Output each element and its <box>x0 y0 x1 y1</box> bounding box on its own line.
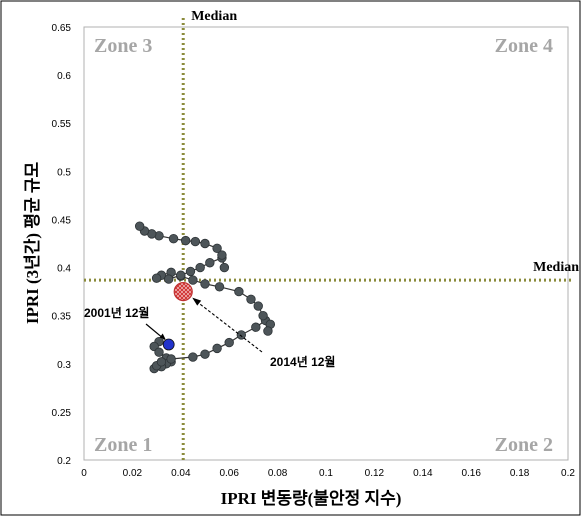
y-axis-label: IPRI (3년간) 평균 규모 <box>23 161 42 324</box>
y-tick-labels: 0.2 0.25 0.3 0.35 0.4 0.45 0.5 0.55 0.6 0.65 <box>52 23 72 467</box>
data-point <box>185 266 196 277</box>
highlight-end-arrowhead <box>192 297 202 306</box>
data-point <box>263 326 273 336</box>
zone-labels: Zone 3 Zone 4 Zone 1 Zone 2 <box>94 35 553 456</box>
data-point <box>188 275 198 285</box>
data-point <box>195 262 205 273</box>
highlight-end-arrow <box>193 299 263 353</box>
data-point <box>214 282 225 292</box>
data-point <box>188 352 198 362</box>
x-tick-label: 0.14 <box>413 468 433 479</box>
y-tick-label: 0.55 <box>52 119 72 130</box>
data-point <box>217 250 227 260</box>
data-point <box>200 238 210 249</box>
highlight-start-arrowhead <box>159 333 166 340</box>
y-tick-label: 0.45 <box>52 215 72 226</box>
highlight-end-label: 2014년 12월 <box>270 354 335 369</box>
zone-label: Zone 4 <box>495 35 553 57</box>
data-point <box>154 347 164 357</box>
x-tick-label: 0.12 <box>365 468 385 479</box>
zone-label: Zone 1 <box>94 434 152 456</box>
data-point <box>180 235 191 246</box>
data-point <box>151 273 162 283</box>
zone-label: Zone 3 <box>94 35 152 57</box>
x-tick-label: 0.16 <box>461 468 481 479</box>
data-point <box>236 330 247 340</box>
y-tick-label: 0.6 <box>57 71 71 82</box>
data-point <box>190 236 201 247</box>
x-tick-label: 0.06 <box>219 468 239 479</box>
data-point <box>200 349 210 359</box>
y-tick-label: 0.2 <box>57 456 71 467</box>
data-point <box>168 233 179 244</box>
data-point <box>166 354 176 364</box>
y-tick-label: 0.3 <box>57 360 71 371</box>
data-point <box>234 286 244 297</box>
y-tick-label: 0.4 <box>57 264 71 275</box>
x-tick-label: 0.04 <box>171 468 191 479</box>
zone-label: Zone 2 <box>495 434 553 456</box>
x-tick-label: 0.02 <box>123 468 143 479</box>
data-point <box>219 262 230 273</box>
data-point <box>156 357 167 367</box>
median-y-label: Median <box>533 260 579 275</box>
y-tick-label: 0.5 <box>57 167 71 178</box>
highlight-layer: 2001년 12월 2014년 12월 <box>84 282 335 369</box>
x-tick-label: 0.08 <box>268 468 288 479</box>
data-point <box>205 258 215 268</box>
data-point <box>212 243 222 254</box>
data-point <box>212 343 222 354</box>
plot-area <box>83 26 569 461</box>
x-tick-labels: 0 0.02 0.04 0.06 0.08 0.1 0.12 0.14 0.16 0.18 0.2 <box>81 468 575 479</box>
y-tick-label: 0.25 <box>52 408 72 419</box>
data-point <box>163 274 174 284</box>
median-x-label: Median <box>191 9 237 24</box>
x-axis-label: IPRI 변동량(불안정 지수) <box>221 489 402 508</box>
x-tick-label: 0.1 <box>319 468 333 479</box>
highlight-start-point <box>162 338 175 351</box>
data-point <box>258 310 268 321</box>
data-point <box>176 270 186 280</box>
data-point <box>200 279 210 289</box>
data-point <box>224 337 234 348</box>
highlight-start-label: 2001년 12월 <box>84 305 149 320</box>
data-point <box>246 294 256 305</box>
x-tick-label: 0.2 <box>561 468 575 479</box>
highlight-end-point <box>173 282 193 302</box>
y-tick-label: 0.35 <box>52 312 72 323</box>
data-point <box>251 322 261 332</box>
x-tick-label: 0.18 <box>510 468 530 479</box>
y-tick-label: 0.65 <box>52 23 72 34</box>
x-tick-label: 0 <box>81 468 87 479</box>
data-point <box>253 301 263 311</box>
series-layer <box>134 221 276 374</box>
data-point <box>134 221 145 231</box>
